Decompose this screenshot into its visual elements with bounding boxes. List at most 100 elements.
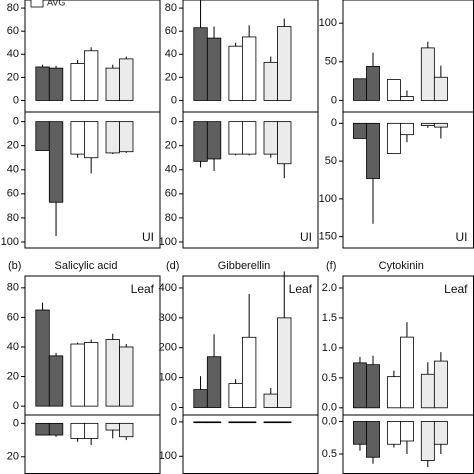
y-tick-label: 60 (165, 25, 177, 37)
bar (35, 422, 50, 436)
bar (70, 121, 85, 155)
bar (353, 362, 367, 409)
bar (433, 360, 448, 409)
y-tick-label: 150 (319, 231, 337, 243)
bar (119, 422, 134, 438)
bar (241, 421, 257, 424)
y-tick-label: 20 (165, 71, 177, 83)
y-tick-label: 0.5 (322, 448, 337, 460)
y-tick-label: 200 (159, 342, 177, 354)
y-tick-label: 60 (165, 188, 177, 200)
bar (119, 121, 134, 153)
bar (206, 356, 222, 408)
bar (193, 121, 208, 162)
y-tick-label: 1.5 (322, 312, 337, 324)
bar (70, 422, 85, 439)
bar (366, 421, 380, 458)
annotation: UI (300, 230, 312, 244)
bar (263, 393, 278, 408)
bar (228, 121, 243, 155)
bar (84, 422, 99, 439)
bar (84, 121, 99, 159)
bar (420, 122, 435, 127)
y-tick-label: 0.0 (322, 402, 337, 414)
bar (105, 339, 120, 407)
y-tick-label: 0.0 (322, 415, 337, 427)
bar (400, 336, 414, 409)
annotation: Leaf (131, 282, 155, 296)
y-tick-label: 40 (7, 48, 19, 60)
y-tick-label: 1.0 (322, 342, 337, 354)
bar (105, 121, 120, 154)
y-tick-label: 40 (165, 164, 177, 176)
bar (386, 122, 401, 154)
bar (433, 122, 448, 128)
panel-frame (182, 0, 319, 249)
bar (193, 27, 208, 101)
y-tick-label: 60 (7, 311, 19, 323)
y-tick-label: 0 (331, 117, 337, 129)
y-tick-label: 80 (7, 212, 19, 224)
panel-title: Salicylic acid (55, 260, 118, 272)
bar (420, 47, 435, 101)
bar (400, 122, 414, 136)
bar (400, 96, 414, 101)
bar (70, 343, 85, 407)
bar (206, 121, 222, 160)
bar (353, 78, 367, 101)
legend-label: AVG (47, 0, 65, 7)
y-tick-label: 100 (159, 236, 177, 248)
panel-label: (f) (326, 260, 336, 272)
y-tick-label: 300 (159, 312, 177, 324)
bar (48, 67, 64, 101)
bar (105, 422, 120, 431)
bar (366, 122, 380, 179)
bar (35, 66, 50, 101)
bar (277, 121, 292, 165)
y-tick-label: 0 (171, 401, 177, 413)
y-tick-label: 40 (165, 48, 177, 60)
bar (206, 421, 222, 424)
y-tick-label: 50 (325, 155, 337, 167)
y-tick-label: 100 (319, 193, 337, 205)
panel-frame (24, 0, 161, 249)
bar (206, 37, 222, 101)
bar (193, 421, 208, 424)
y-tick-label: 60 (7, 188, 19, 200)
bar (84, 50, 99, 101)
bar (105, 67, 120, 101)
panel-title: Gibberellin (218, 260, 271, 272)
y-tick-label: 0 (171, 416, 177, 428)
panel-title: Cytokinin (379, 260, 424, 272)
bar (386, 421, 401, 445)
y-tick-label: 20 (7, 370, 19, 382)
bar (433, 421, 448, 445)
bar (277, 317, 292, 408)
legend-swatch (30, 0, 44, 8)
bar (193, 389, 208, 408)
bar (263, 61, 278, 101)
bar (241, 336, 257, 408)
panel-label: (d) (166, 260, 179, 272)
bar (420, 373, 435, 409)
y-tick-label: 0.5 (322, 372, 337, 384)
y-tick-label: 80 (165, 2, 177, 14)
bar (386, 376, 401, 409)
y-tick-label: 0 (171, 94, 177, 106)
bar (119, 58, 134, 101)
bar (353, 122, 367, 139)
bar (353, 421, 367, 445)
bar (263, 121, 278, 155)
bar (263, 421, 278, 424)
bar (119, 346, 134, 407)
y-tick-label: 100 (159, 450, 177, 462)
bar (70, 63, 85, 101)
y-tick-label: 0 (331, 94, 337, 106)
y-tick-label: 0 (13, 417, 19, 429)
y-tick-label: 40 (7, 164, 19, 176)
y-tick-label: 80 (165, 212, 177, 224)
bar (400, 421, 414, 442)
y-tick-label: 40 (7, 341, 19, 353)
y-tick-label: 50 (325, 56, 337, 68)
